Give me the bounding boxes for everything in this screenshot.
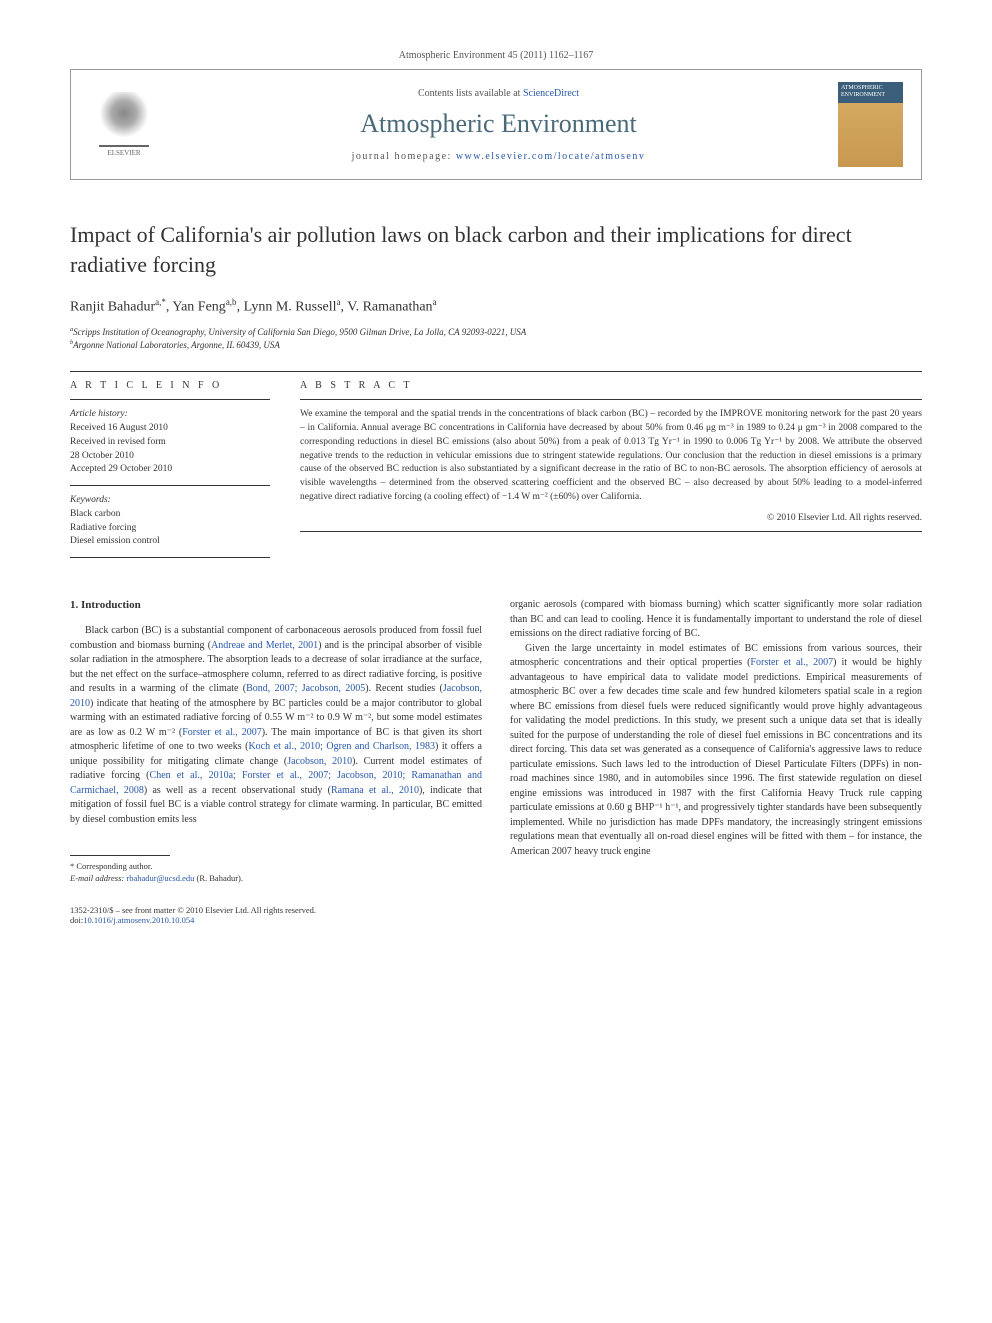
authors-line: Ranjit Bahadura,*, Yan Fenga,b, Lynn M. … bbox=[70, 297, 922, 316]
homepage-label: journal homepage: bbox=[352, 151, 456, 162]
body-columns: 1. Introduction Black carbon (BC) is a s… bbox=[70, 598, 922, 885]
citation-link[interactable]: Forster et al., 2007 bbox=[182, 727, 262, 738]
cover-title: ATMOSPHERIC ENVIRONMENT bbox=[841, 85, 900, 98]
email-label: E-mail address: bbox=[70, 873, 124, 883]
sciencedirect-link[interactable]: ScienceDirect bbox=[523, 88, 579, 99]
citation-link[interactable]: Forster et al., 2007 bbox=[750, 657, 833, 668]
publisher-name: ELSEVIER bbox=[107, 149, 140, 157]
body-column-left: 1. Introduction Black carbon (BC) is a s… bbox=[70, 598, 482, 885]
masthead: ELSEVIER Contents lists available at Sci… bbox=[70, 69, 922, 180]
abstract-column: A B S T R A C T We examine the temporal … bbox=[300, 380, 922, 566]
journal-name: Atmospheric Environment bbox=[179, 109, 818, 139]
contents-text: Contents lists available at bbox=[418, 88, 523, 99]
footer-left: 1352-2310/$ – see front matter © 2010 El… bbox=[70, 905, 316, 925]
citation-link[interactable]: Koch et al., 2010; Ogren and Charlson, 1… bbox=[248, 741, 435, 752]
keyword: Black carbon bbox=[70, 508, 270, 522]
article-info-heading: A R T I C L E I N F O bbox=[70, 380, 270, 391]
keywords-label: Keywords: bbox=[70, 494, 270, 508]
history-revised-date: 28 October 2010 bbox=[70, 450, 270, 464]
history-accepted: Accepted 29 October 2010 bbox=[70, 463, 270, 477]
keyword: Radiative forcing bbox=[70, 522, 270, 536]
keyword: Diesel emission control bbox=[70, 535, 270, 549]
article-title: Impact of California's air pollution law… bbox=[70, 220, 922, 279]
divider bbox=[70, 371, 922, 372]
divider bbox=[300, 399, 922, 400]
history-revised: Received in revised form bbox=[70, 436, 270, 450]
intro-paragraph-1: Black carbon (BC) is a substantial compo… bbox=[70, 624, 482, 827]
history-label: Article history: bbox=[70, 408, 270, 422]
journal-reference: Atmospheric Environment 45 (2011) 1162–1… bbox=[70, 50, 922, 61]
citation-link[interactable]: Ramana et al., 2010 bbox=[331, 785, 419, 796]
article-history: Article history: Received 16 August 2010… bbox=[70, 408, 270, 477]
email-line: E-mail address: rbahadur@ucsd.edu (R. Ba… bbox=[70, 873, 482, 885]
section-1-heading: 1. Introduction bbox=[70, 598, 482, 614]
journal-cover-thumbnail: ATMOSPHERIC ENVIRONMENT bbox=[838, 82, 903, 167]
email-tail: (R. Bahadur). bbox=[197, 873, 244, 883]
homepage-link[interactable]: www.elsevier.com/locate/atmosenv bbox=[456, 151, 646, 162]
history-received: Received 16 August 2010 bbox=[70, 422, 270, 436]
abstract-heading: A B S T R A C T bbox=[300, 380, 922, 391]
intro-paragraph-1-continued: organic aerosols (compared with biomass … bbox=[510, 598, 922, 642]
footnote-separator bbox=[70, 855, 170, 856]
body-column-right: organic aerosols (compared with biomass … bbox=[510, 598, 922, 885]
affiliation-b: bArgonne National Laboratories, Argonne,… bbox=[70, 339, 922, 352]
elsevier-logo: ELSEVIER bbox=[89, 85, 159, 165]
contents-line: Contents lists available at ScienceDirec… bbox=[179, 88, 818, 99]
homepage-line: journal homepage: www.elsevier.com/locat… bbox=[179, 151, 818, 162]
abstract-copyright: © 2010 Elsevier Ltd. All rights reserved… bbox=[300, 513, 922, 523]
footnotes: * Corresponding author. E-mail address: … bbox=[70, 861, 482, 885]
citation-link[interactable]: Bond, 2007; Jacobson, 2005 bbox=[246, 683, 365, 694]
info-abstract-row: A R T I C L E I N F O Article history: R… bbox=[70, 380, 922, 566]
footer-doi: doi:10.1016/j.atmosenv.2010.10.054 bbox=[70, 915, 316, 925]
doi-label: doi: bbox=[70, 915, 83, 925]
keywords-block: Keywords: Black carbon Radiative forcing… bbox=[70, 494, 270, 549]
masthead-center: Contents lists available at ScienceDirec… bbox=[159, 88, 838, 162]
citation-link[interactable]: Jacobson, 2010 bbox=[287, 756, 352, 767]
divider bbox=[70, 557, 270, 558]
email-link[interactable]: rbahadur@ucsd.edu bbox=[126, 873, 194, 883]
footer-copyright: 1352-2310/$ – see front matter © 2010 El… bbox=[70, 905, 316, 915]
page-footer: 1352-2310/$ – see front matter © 2010 El… bbox=[70, 905, 922, 925]
divider bbox=[70, 399, 270, 400]
divider bbox=[70, 485, 270, 486]
intro-paragraph-2: Given the large uncertainty in model est… bbox=[510, 642, 922, 860]
citation-link[interactable]: Chen et al., 2010a; Forster et al., 2007… bbox=[70, 770, 482, 796]
citation-link[interactable]: Andreae and Merlet, 2001 bbox=[211, 640, 318, 651]
article-info-column: A R T I C L E I N F O Article history: R… bbox=[70, 380, 270, 566]
divider bbox=[300, 531, 922, 532]
doi-link[interactable]: 10.1016/j.atmosenv.2010.10.054 bbox=[83, 915, 194, 925]
abstract-text: We examine the temporal and the spatial … bbox=[300, 408, 922, 504]
affiliation-a: aScripps Institution of Oceanography, Un… bbox=[70, 326, 922, 339]
corresponding-author: * Corresponding author. bbox=[70, 861, 482, 873]
elsevier-tree-icon bbox=[99, 92, 149, 147]
affiliations: aScripps Institution of Oceanography, Un… bbox=[70, 326, 922, 351]
